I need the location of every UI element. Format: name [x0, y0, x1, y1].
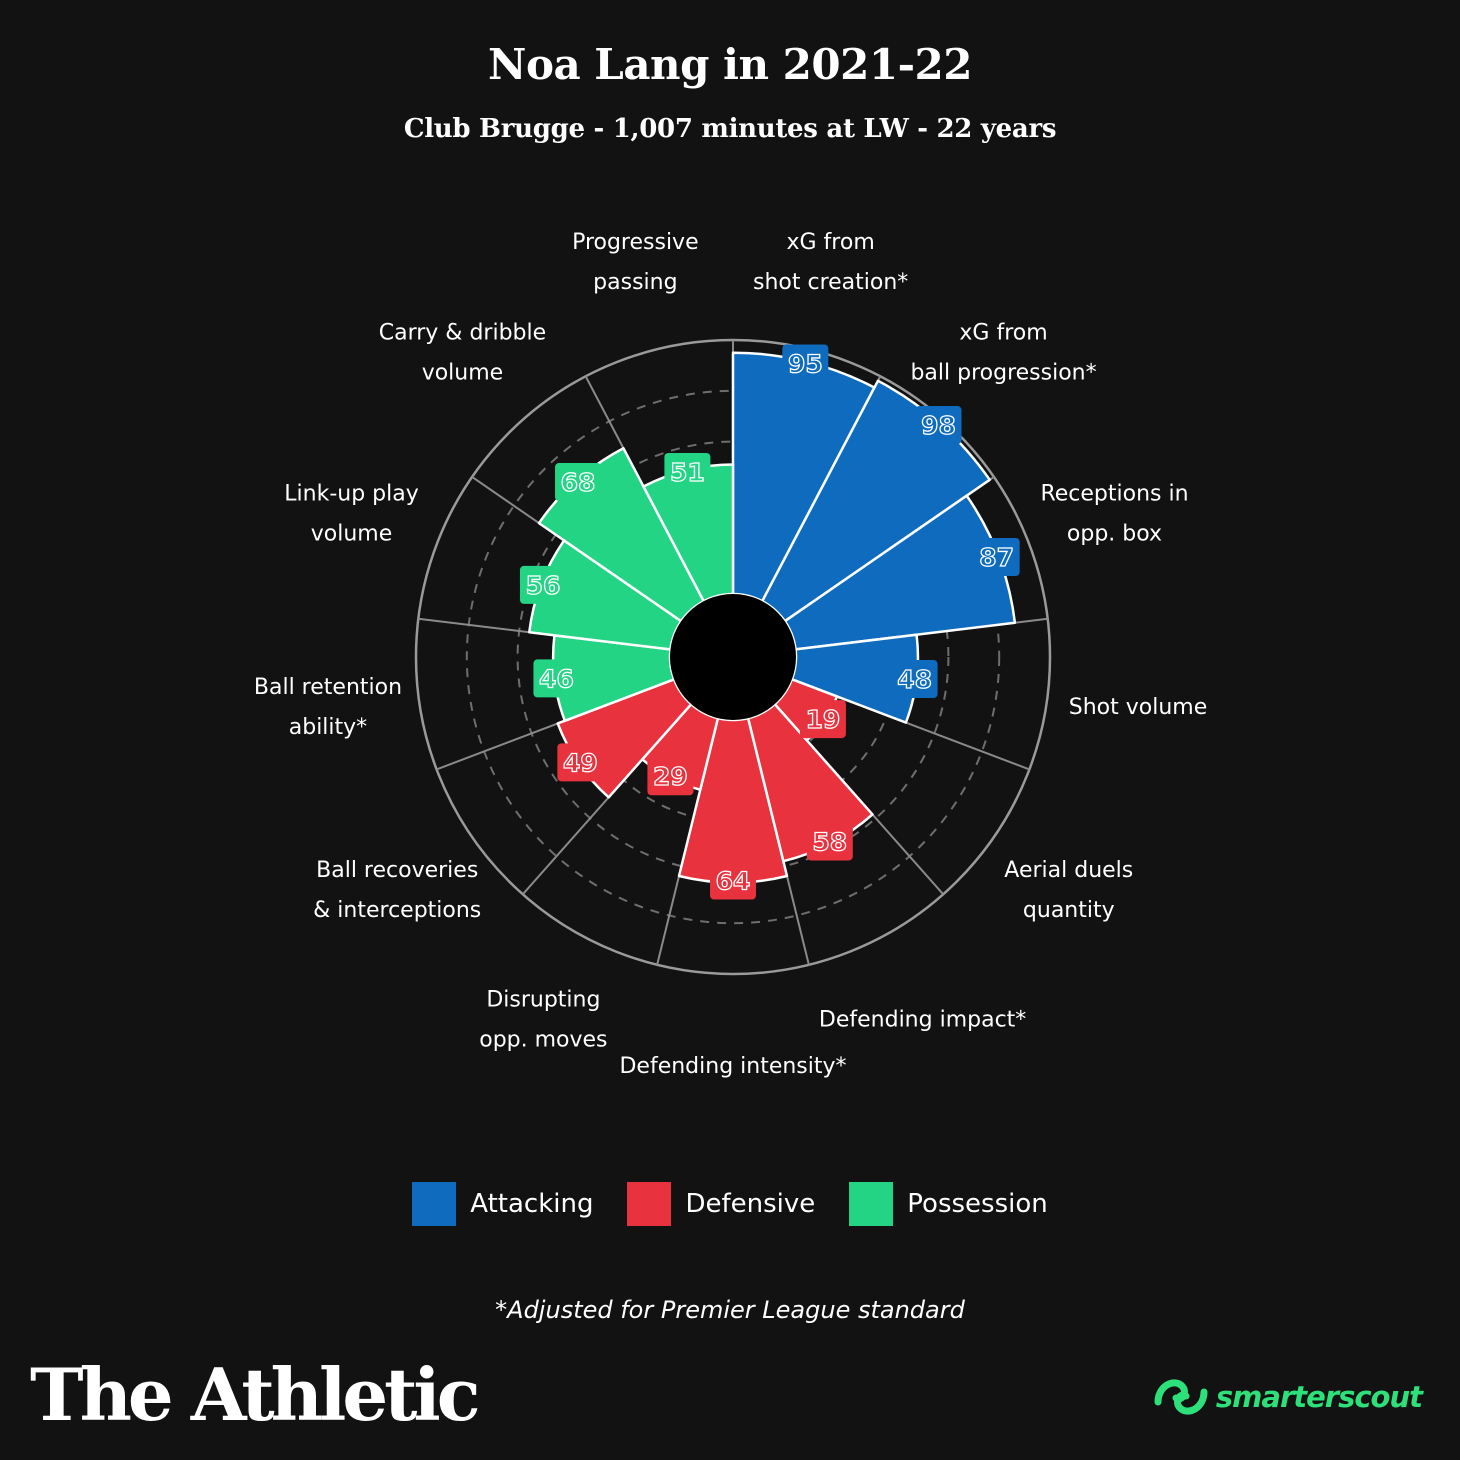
- legend-swatch-attacking: [412, 1182, 457, 1226]
- category-label-progressive-passing: Progressive passing: [572, 230, 699, 295]
- value-badge-xg-from-ball-progression: [915, 406, 962, 445]
- category-label-xg-from-ball-progression: xG from ball progression*: [910, 321, 1096, 386]
- grid-ring-60: [516, 440, 950, 874]
- value-badge-defending-impact: [806, 822, 853, 861]
- value-badge-carry-dribble-volume: [555, 463, 602, 502]
- category-label-ball-retention-ability: Ball retention ability*: [254, 675, 402, 740]
- chart-center-hole: [670, 594, 796, 720]
- legend-label-attacking: Attacking: [470, 1189, 594, 1219]
- value-label-carry-dribble-volume: 68: [561, 468, 596, 497]
- value-badge-xg-from-shot-creation: [782, 344, 829, 383]
- value-badge-ball-recoveries-interceptions: [557, 743, 604, 782]
- category-label-shot-volume: Shot volume: [1069, 695, 1208, 720]
- value-label-xg-from-shot-creation: 95: [788, 349, 823, 378]
- value-label-receptions-in-opp-box: 87: [979, 543, 1014, 572]
- value-label-progressive-passing: 51: [670, 458, 705, 487]
- value-label-link-up-play-volume: 56: [526, 571, 561, 600]
- chart-subtitle: Club Brugge - 1,007 minutes at LW - 22 y…: [403, 114, 1057, 144]
- value-badge-link-up-play-volume: [519, 565, 566, 604]
- the-athletic-logo: The Athletic: [30, 1352, 481, 1437]
- smarterscout-logo: smarterscout: [1152, 1372, 1423, 1422]
- category-label-disrupting-opp-moves: Disrupting opp. moves: [479, 987, 607, 1052]
- value-label-shot-volume: 48: [897, 665, 932, 694]
- value-badge-ball-retention-ability: [533, 659, 580, 698]
- legend: Attacking Defensive Possession: [0, 1182, 1460, 1226]
- category-label-aerial-duels-quantity: Aerial duels quantity: [1004, 858, 1133, 923]
- value-label-xg-from-ball-progression: 98: [921, 411, 956, 440]
- value-badge-shot-volume: [891, 660, 938, 699]
- value-label-disrupting-opp-moves: 29: [653, 762, 688, 791]
- category-label-receptions-in-opp-box: Receptions in opp. box: [1040, 481, 1188, 546]
- legend-item-possession: Possession: [849, 1182, 1048, 1226]
- polar-bar-chart: 95 98 87 48 19 58 64 29 49 46 56 68 51 xG from shot cr…: [254, 230, 1208, 1079]
- value-label-ball-recoveries-interceptions: 49: [563, 748, 598, 777]
- value-badge-receptions-in-opp-box: [973, 538, 1020, 577]
- category-label-defending-impact: Defending impact*: [819, 1007, 1026, 1032]
- value-label-aerial-duels-quantity: 19: [806, 705, 841, 734]
- chart-title: Noa Lang in 2021-22: [488, 40, 972, 89]
- value-badge-disrupting-opp-moves: [647, 757, 694, 796]
- legend-item-defensive: Defensive: [627, 1182, 815, 1226]
- smarterscout-wordmark: smarterscout: [1215, 1380, 1423, 1414]
- smarterscout-logo-icon: [1154, 1379, 1208, 1415]
- category-label-defending-intensity: Defending intensity*: [619, 1054, 846, 1079]
- category-label-carry-dribble-volume: Carry & dribble volume: [379, 321, 546, 386]
- legend-label-defensive: Defensive: [685, 1189, 816, 1219]
- legend-swatch-defensive: [627, 1182, 672, 1226]
- value-badge-aerial-duels-quantity: [799, 700, 846, 739]
- category-label-link-up-play-volume: Link-up play volume: [284, 481, 418, 546]
- value-badge-progressive-passing: [664, 452, 711, 491]
- footnote: *Adjusted for Premier League standard: [495, 1296, 965, 1324]
- value-label-defending-impact: 58: [812, 827, 847, 856]
- value-label-defending-intensity: 64: [716, 867, 751, 896]
- value-badge-defending-intensity: [710, 861, 756, 900]
- grid-ring-80: [465, 389, 1001, 925]
- category-label-xg-from-shot-creation: xG from shot creation*: [753, 230, 908, 295]
- legend-item-attacking: Attacking: [412, 1182, 593, 1226]
- category-label-ball-recoveries-interceptions: Ball recoveries & interceptions: [313, 858, 481, 923]
- legend-swatch-possession: [849, 1182, 894, 1226]
- value-label-ball-retention-ability: 46: [539, 664, 574, 693]
- legend-label-possession: Possession: [907, 1189, 1048, 1219]
